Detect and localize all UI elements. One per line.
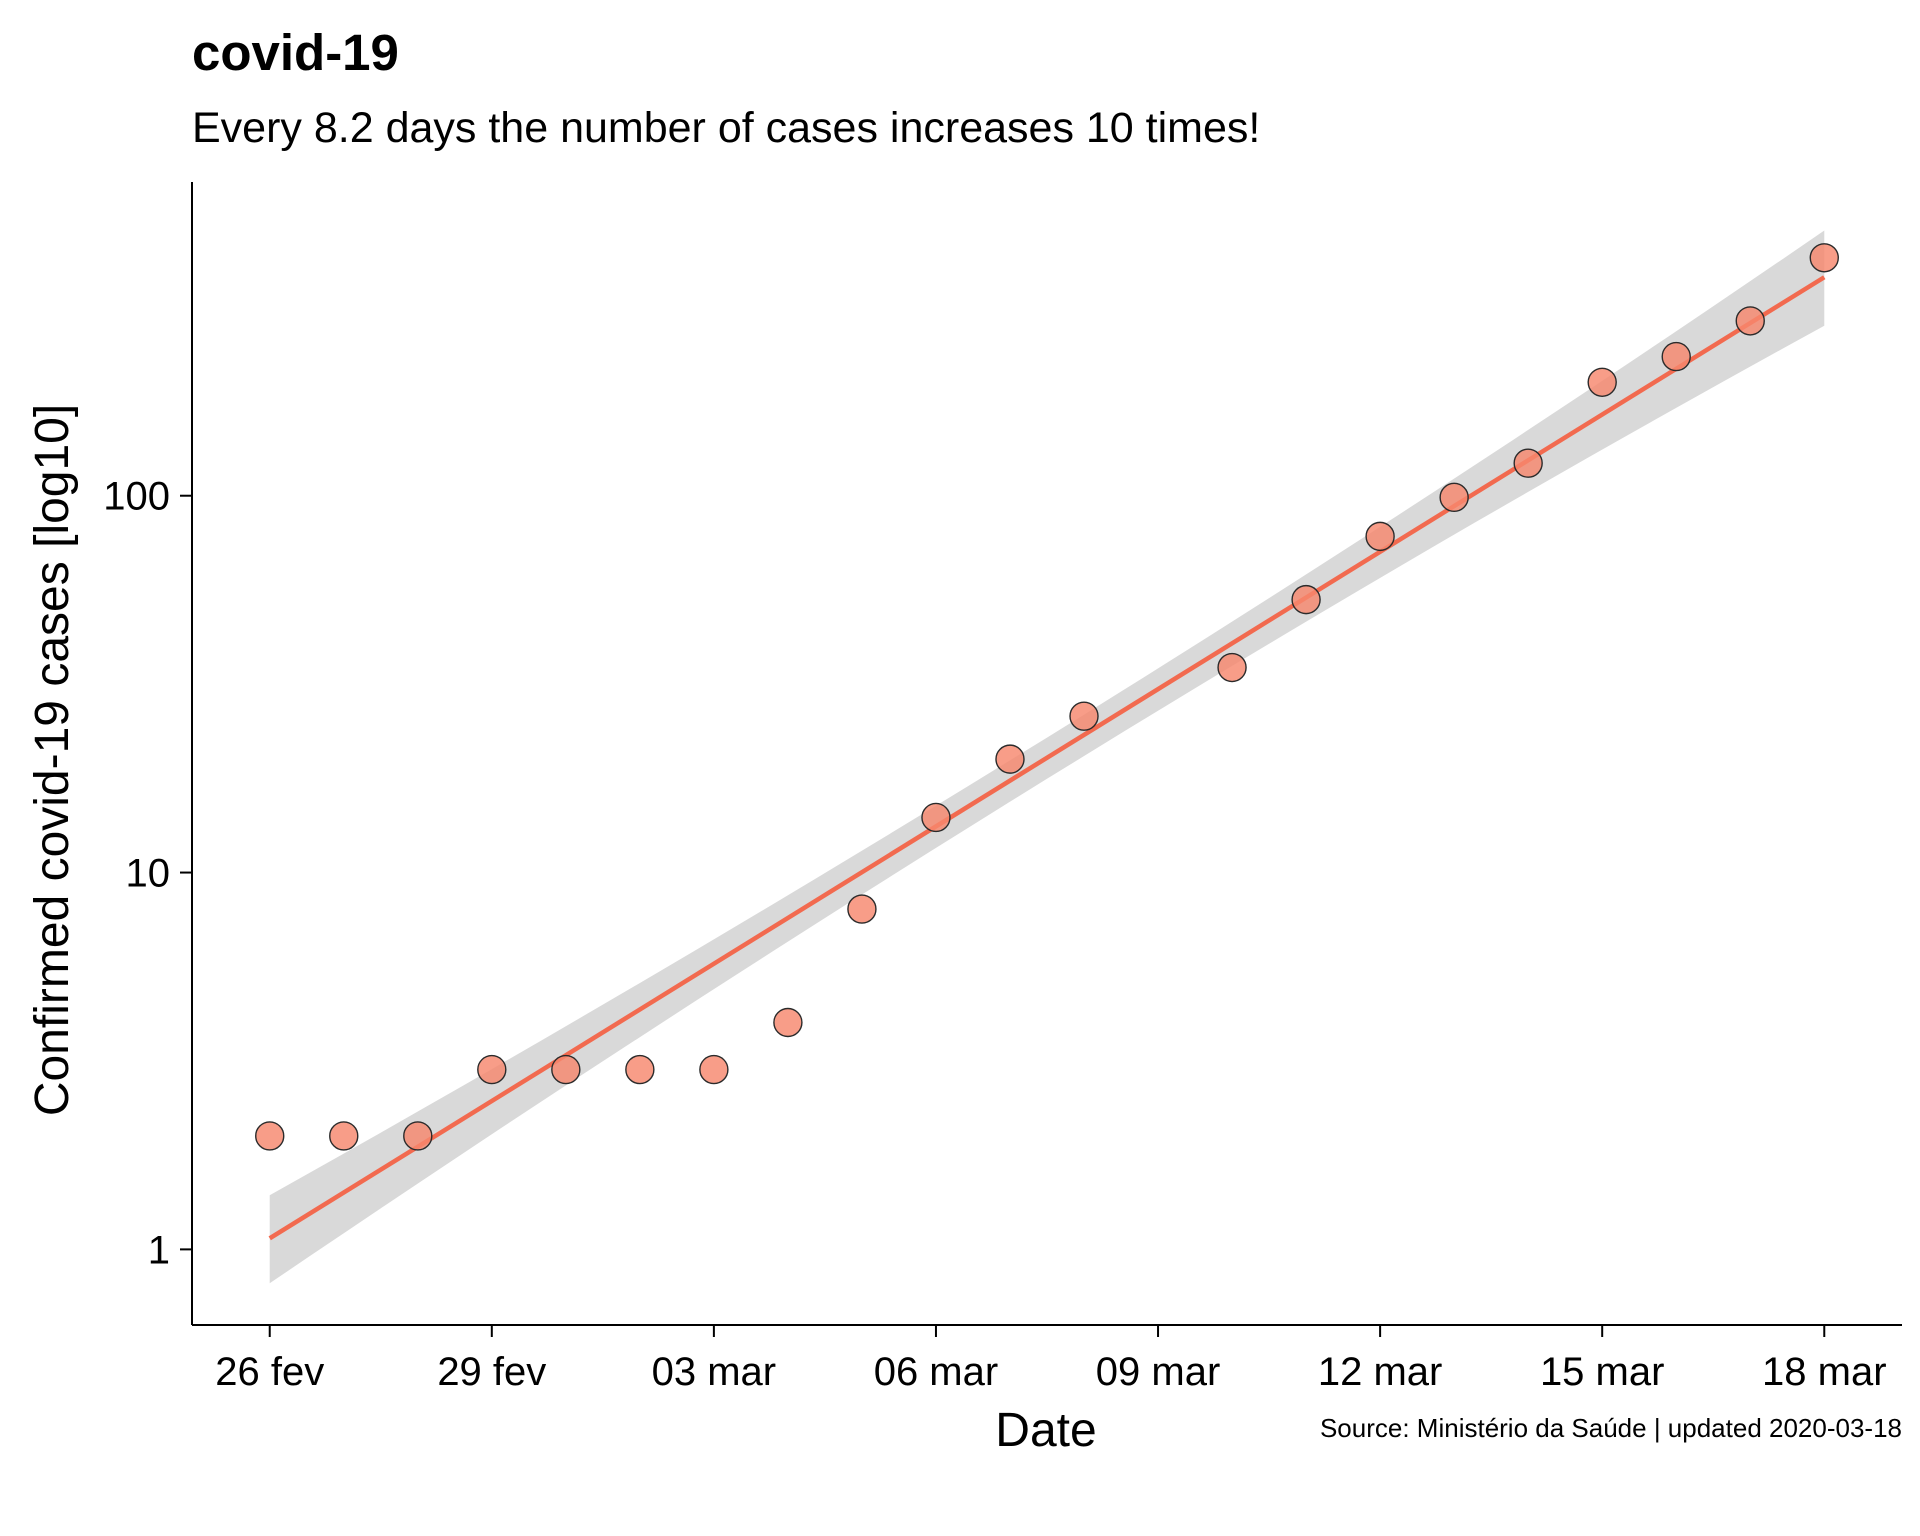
data-point: [477, 1054, 507, 1085]
data-point: [995, 744, 1025, 774]
chart-title: covid-19: [192, 24, 399, 81]
data-point: [255, 1121, 285, 1151]
data-point: [699, 1054, 729, 1085]
x-tick-label: 03 mar: [652, 1350, 777, 1394]
chart-caption: Source: Ministério da Saúde | updated 20…: [1319, 1413, 1902, 1443]
data-point: [1365, 521, 1395, 552]
data-point: [847, 894, 877, 924]
x-tick-label: 18 mar: [1762, 1350, 1887, 1394]
data-point: [1217, 652, 1247, 683]
y-axis-title: Confirmed covid-19 cases [log10]: [26, 404, 79, 1116]
x-tick-label: 09 mar: [1096, 1350, 1221, 1394]
trend-line-layer: [268, 275, 1826, 1241]
data-point: [1069, 701, 1099, 731]
x-tick-label: 06 mar: [874, 1350, 999, 1394]
data-point: [403, 1121, 433, 1151]
data-point: [1439, 482, 1469, 513]
y-tick-label: 1: [148, 1228, 170, 1272]
y-tick-label: 100: [103, 475, 170, 519]
data-point: [625, 1054, 655, 1085]
data-point: [1587, 367, 1617, 397]
y-tick-label: 10: [126, 852, 171, 896]
data-point: [1513, 448, 1543, 478]
chart-subtitle: Every 8.2 days the number of cases incre…: [192, 104, 1261, 152]
data-point: [1809, 243, 1839, 273]
data-point: [1291, 584, 1321, 615]
axes-layer: 26 fev 29 fev 03 mar 06 mar 09 mar 12 mar 15 m…: [103, 182, 1902, 1394]
x-tick-label: 26 fev: [215, 1350, 324, 1394]
data-point: [551, 1054, 581, 1085]
x-tick-label: 12 mar: [1318, 1350, 1443, 1394]
data-point: [921, 802, 951, 833]
data-point: [773, 1007, 803, 1038]
x-tick-label: 15 mar: [1540, 1350, 1665, 1394]
x-tick-label: 29 fev: [437, 1350, 546, 1394]
data-points-layer: [255, 243, 1839, 1151]
data-point: [329, 1121, 359, 1151]
x-axis-title: Date: [995, 1404, 1096, 1457]
trend-line: [268, 275, 1826, 1241]
data-point: [1735, 306, 1765, 336]
data-point: [1661, 341, 1691, 372]
